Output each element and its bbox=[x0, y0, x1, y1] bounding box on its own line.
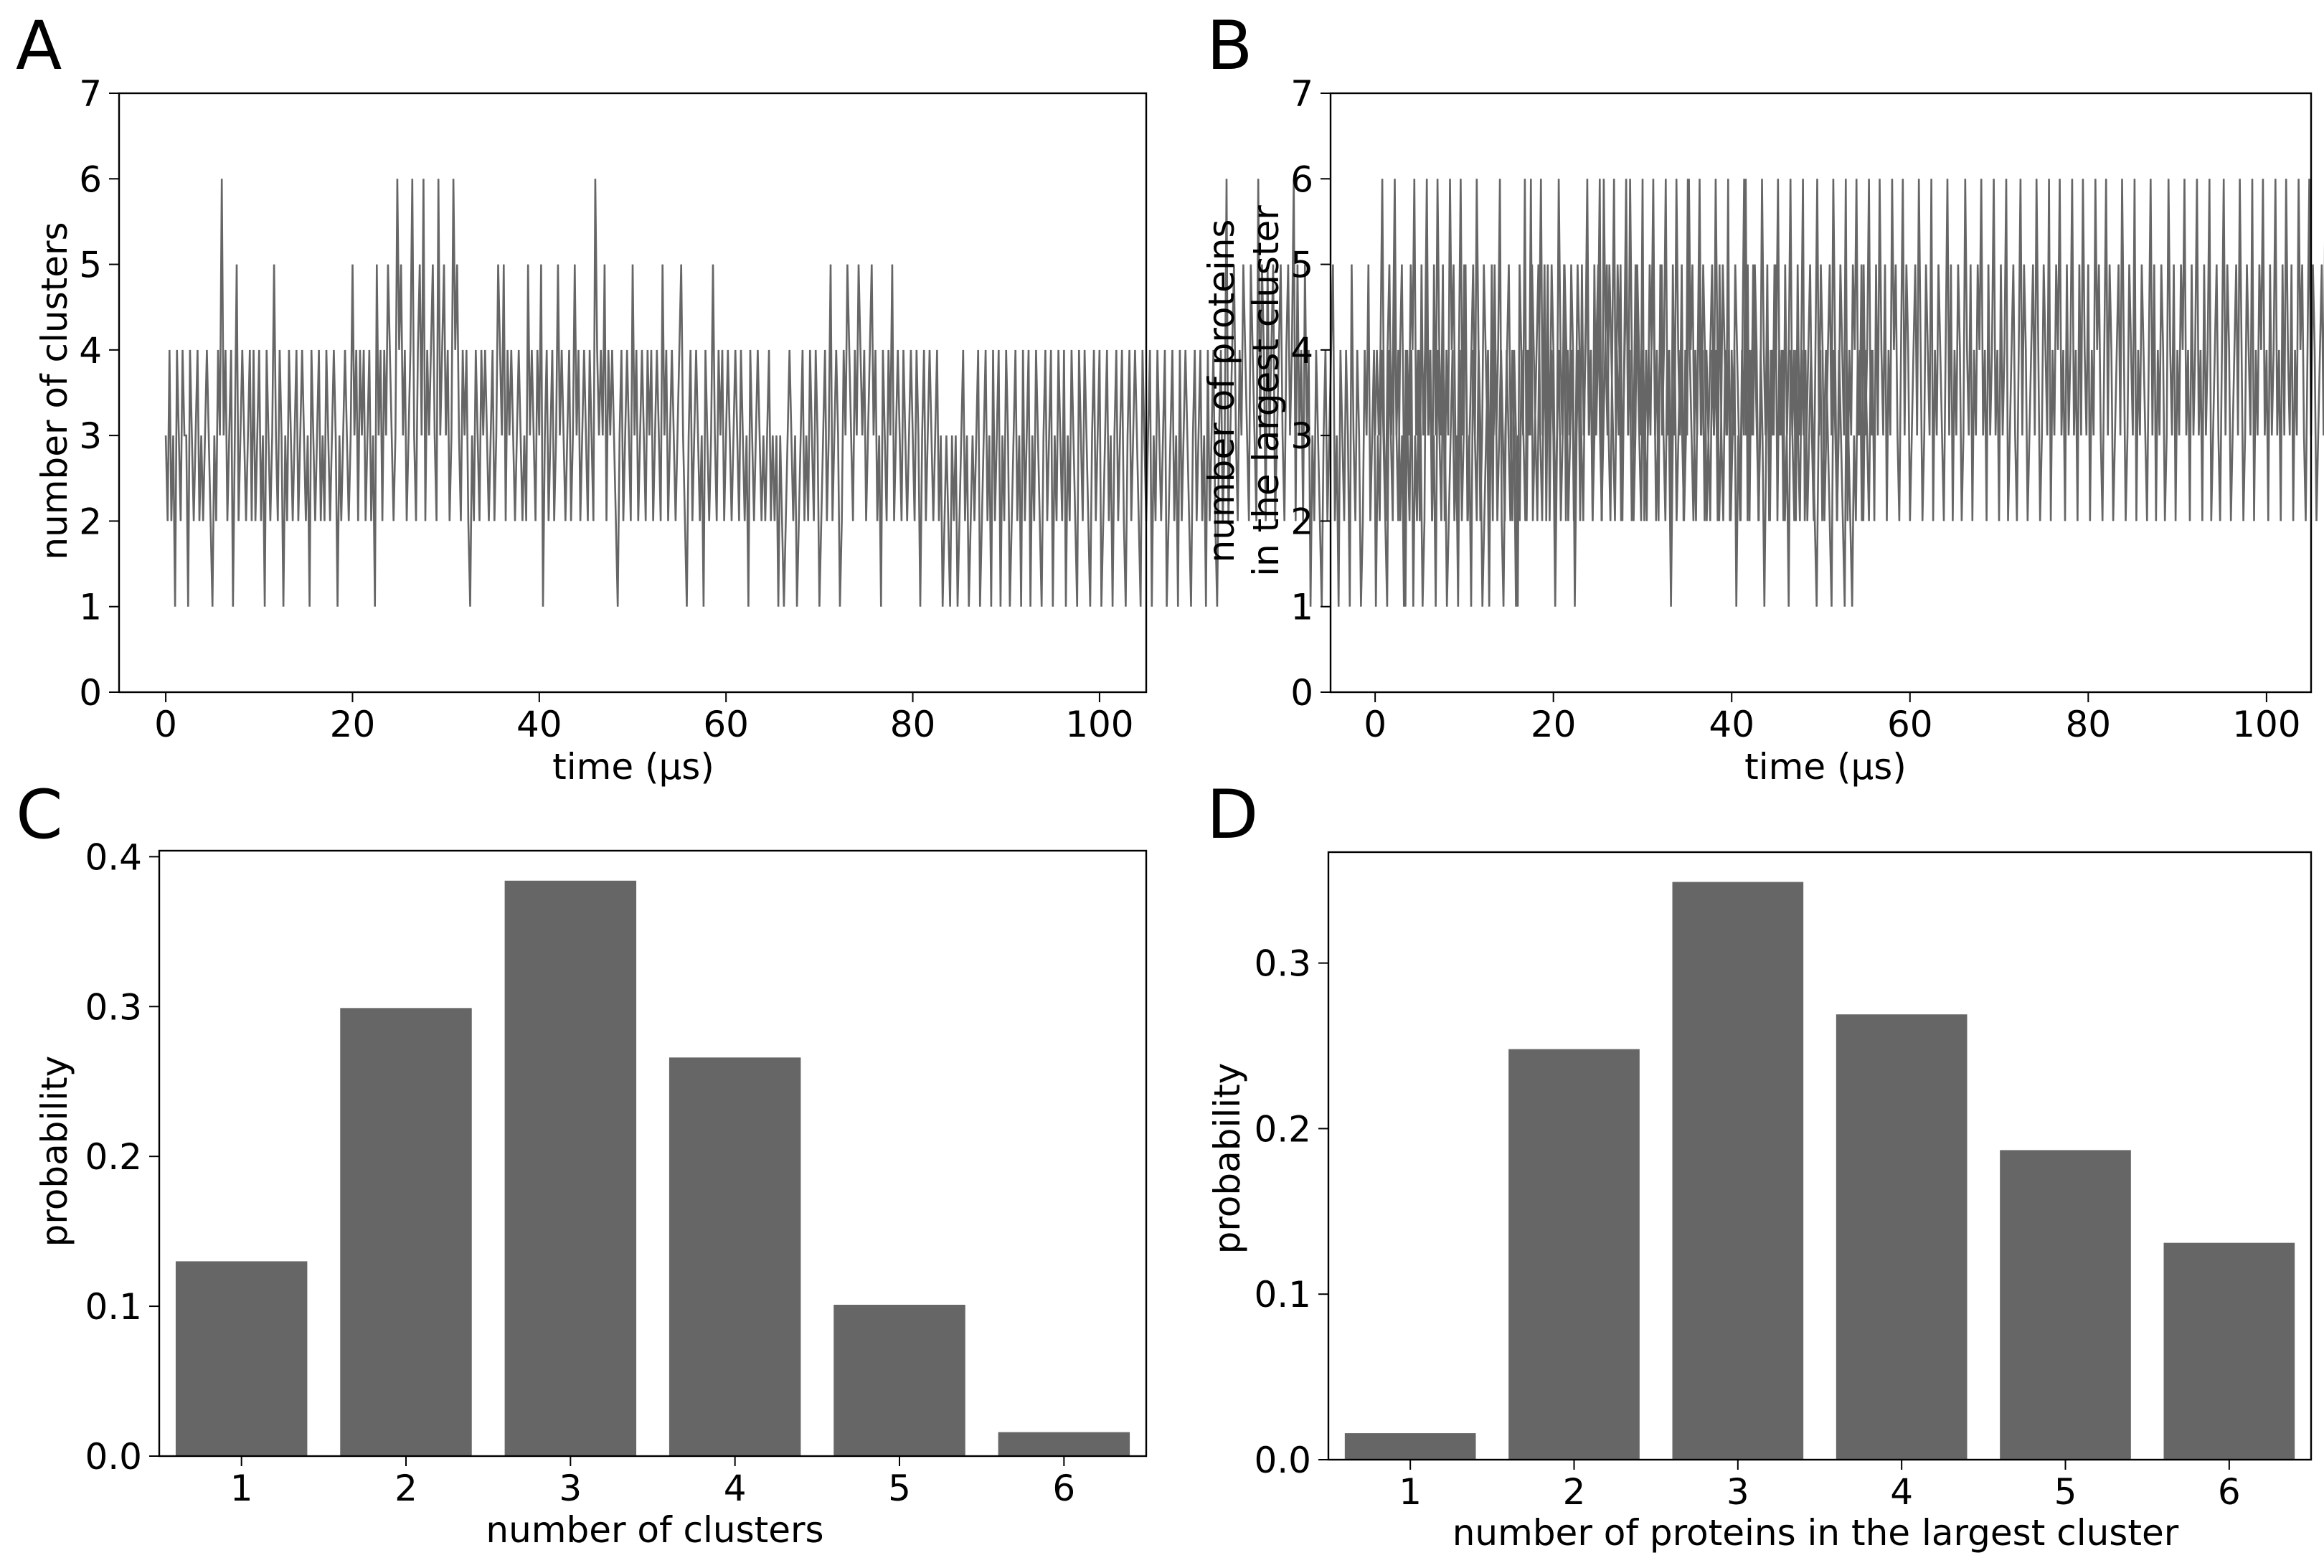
panel-b-xtick-label: 60 bbox=[1887, 704, 1933, 745]
panel-letter-d: D bbox=[1206, 776, 1258, 854]
panel-b-ytick-label: 1 bbox=[1290, 587, 1313, 628]
panel-c-ytick-label: 0.0 bbox=[85, 1436, 142, 1478]
panel-b-ytick-label: 0 bbox=[1290, 672, 1313, 714]
panel-d: D 1 2 3 4 5 6 0.0 0.1 0.2 0.3 number of proteins … bbox=[1206, 776, 2313, 1554]
panel-b-ytick-label: 3 bbox=[1290, 415, 1313, 457]
panel-a-xtick-label: 0 bbox=[154, 704, 177, 745]
panel-d-xtick-label: 1 bbox=[1399, 1471, 1422, 1513]
plot-c-axes-group: 1 2 3 4 5 6 0.0 0.1 0.2 0.3 0.4 bbox=[85, 836, 1148, 1509]
panel-b-ylabel-line2: in the largest cluster bbox=[1245, 205, 1287, 577]
panel-b-ylabel-line1: number of proteins bbox=[1201, 219, 1242, 563]
panel-a-ytick-label: 5 bbox=[79, 245, 102, 286]
panel-a-ylabel: number of clusters bbox=[34, 222, 75, 559]
panel-c-xtick-label: 6 bbox=[1052, 1468, 1075, 1509]
panel-letter-c: C bbox=[16, 776, 63, 854]
panel-d-axes-frame bbox=[1327, 851, 2313, 1461]
panel-a-ytick-label: 1 bbox=[79, 587, 102, 628]
panel-b-xtick-label: 20 bbox=[1531, 704, 1577, 745]
panel-c-bar-4 bbox=[669, 1057, 801, 1456]
panel-b-ytick-label: 5 bbox=[1290, 245, 1313, 286]
panel-a-xlabel: time (µs) bbox=[552, 746, 714, 788]
panel-b-xtick-label: 0 bbox=[1364, 704, 1387, 745]
panel-c-bar-5 bbox=[833, 1305, 965, 1456]
panel-c-xlabel: number of clusters bbox=[486, 1509, 823, 1551]
panel-d-ytick-label: 0.0 bbox=[1254, 1440, 1311, 1481]
panel-d-bar-2 bbox=[1508, 1049, 1640, 1460]
panel-b-xtick-label: 40 bbox=[1709, 704, 1754, 745]
panel-b: B 0 20 40 60 80 100 0 1 2 3 4 5 6 7 time (µs) number … bbox=[1201, 7, 2324, 788]
panel-d-ytick-label: 0.2 bbox=[1254, 1108, 1311, 1150]
panel-c-bar-1 bbox=[175, 1261, 308, 1456]
plot-b-axes-group: 0 20 40 60 80 100 0 1 2 3 4 5 6 7 bbox=[1290, 73, 2324, 745]
panel-c-bar-6 bbox=[998, 1432, 1130, 1456]
panel-d-xtick-label: 3 bbox=[1727, 1471, 1749, 1513]
panel-c-xtick-label: 1 bbox=[230, 1468, 253, 1509]
panel-d-ylabel: probability bbox=[1206, 1063, 1248, 1255]
plot-d-axes-group: 1 2 3 4 5 6 0.0 0.1 0.2 0.3 bbox=[1254, 851, 2313, 1513]
panel-b-ytick-label: 2 bbox=[1290, 501, 1313, 542]
panel-a-ytick-label: 0 bbox=[79, 672, 102, 714]
panel-d-ytick-label: 0.1 bbox=[1254, 1274, 1311, 1316]
panel-letter-b: B bbox=[1206, 7, 1253, 85]
panel-d-ytick-label: 0.3 bbox=[1254, 943, 1311, 985]
panel-c-bar-2 bbox=[340, 1008, 472, 1456]
panel-d-xtick-label: 4 bbox=[1890, 1471, 1913, 1513]
panel-b-xlabel: time (µs) bbox=[1744, 746, 1907, 788]
panel-d-bar-5 bbox=[2000, 1150, 2131, 1460]
panel-a-xtick-label: 60 bbox=[703, 704, 749, 745]
panel-b-xtick-label: 80 bbox=[2066, 704, 2112, 745]
panel-a-xtick-label: 80 bbox=[890, 704, 936, 745]
panel-d-xtick-label: 6 bbox=[2218, 1471, 2241, 1513]
panel-b-ytick-label: 7 bbox=[1290, 73, 1313, 115]
panel-a-axes-frame bbox=[118, 92, 1148, 694]
panel-a-xtick-label: 40 bbox=[516, 704, 562, 745]
panel-c-xtick-label: 5 bbox=[888, 1468, 911, 1509]
panel-b-xtick-label: 100 bbox=[2232, 704, 2300, 745]
panel-d-xtick-label: 5 bbox=[2054, 1471, 2077, 1513]
panel-b-axes-frame bbox=[1329, 92, 2313, 694]
panel-d-bar-1 bbox=[1344, 1433, 1476, 1460]
panel-c-ylabel: probability bbox=[34, 1056, 75, 1247]
panel-d-xtick-label: 2 bbox=[1563, 1471, 1586, 1513]
panel-d-bar-3 bbox=[1672, 882, 1804, 1460]
panel-d-bar-4 bbox=[1836, 1014, 1968, 1460]
panel-d-xlabel: number of proteins in the largest cluste… bbox=[1452, 1512, 2179, 1554]
panel-a-ytick-label: 7 bbox=[79, 73, 102, 115]
panel-letter-a: A bbox=[16, 7, 62, 85]
panel-a-ytick-label: 2 bbox=[79, 501, 102, 542]
panel-c-bar-3 bbox=[504, 880, 637, 1456]
panel-b-ytick-label: 6 bbox=[1290, 159, 1313, 200]
panel-c-ytick-label: 0.4 bbox=[85, 836, 142, 878]
panel-b-ytick-label: 4 bbox=[1290, 330, 1313, 372]
panel-c-axes-frame bbox=[158, 849, 1148, 1458]
panel-a-xtick-label: 100 bbox=[1065, 704, 1133, 745]
panel-c-ytick-label: 0.1 bbox=[85, 1286, 142, 1328]
panel-c-ytick-label: 0.3 bbox=[85, 986, 142, 1028]
panel-a-ytick-label: 3 bbox=[79, 415, 102, 457]
panel-c-xtick-label: 4 bbox=[724, 1468, 747, 1509]
panel-a-ytick-label: 6 bbox=[79, 159, 102, 200]
panel-c: C 1 2 3 4 5 6 0.0 0.1 0.2 0.3 0.4 number of cluste… bbox=[16, 776, 1148, 1551]
panel-c-xtick-label: 3 bbox=[559, 1468, 582, 1509]
panel-c-ytick-label: 0.2 bbox=[85, 1136, 142, 1178]
panel-a-xtick-label: 20 bbox=[330, 704, 376, 745]
panel-a-ytick-label: 4 bbox=[79, 330, 102, 372]
panel-d-bar-6 bbox=[2163, 1242, 2295, 1460]
panel-b-series-line bbox=[1374, 179, 2324, 607]
panel-c-xtick-label: 2 bbox=[395, 1468, 417, 1509]
